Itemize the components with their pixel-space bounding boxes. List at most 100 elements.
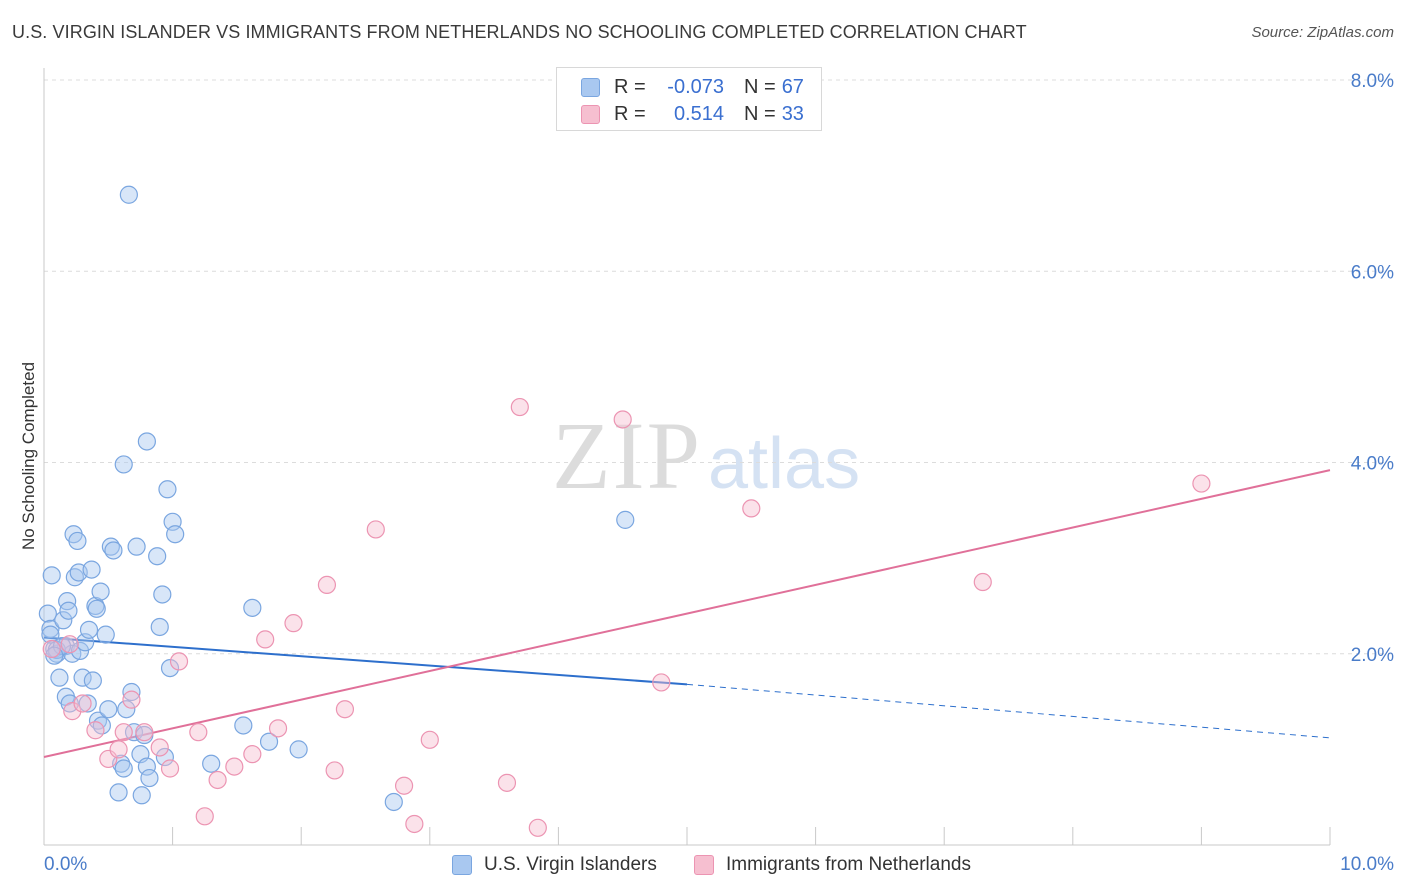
- legend-row-pink: R = 0.514 N = 33: [581, 101, 804, 127]
- point-netherlands: [268, 719, 288, 738]
- watermark-atlas: atlas: [708, 424, 861, 504]
- point-virgin-islanders: [137, 757, 156, 776]
- point-netherlands: [122, 690, 141, 709]
- point-virgin-islanders: [114, 455, 133, 474]
- source-label: Source: ZipAtlas.com: [1251, 24, 1394, 41]
- point-netherlands: [510, 397, 529, 417]
- point-virgin-islanders: [38, 604, 57, 623]
- point-virgin-islanders: [42, 566, 61, 585]
- point-netherlands: [613, 410, 632, 429]
- bottom-legend-label-blue: U.S. Virgin Islanders: [484, 854, 657, 875]
- point-virgin-islanders: [99, 700, 118, 719]
- trendlines: [43, 469, 1331, 759]
- trendline-netherlands: [43, 469, 1331, 759]
- y-tick-label: 6.0%: [1351, 262, 1394, 283]
- point-netherlands: [42, 639, 61, 659]
- chart-title: U.S. VIRGIN ISLANDER VS IMMIGRANTS FROM …: [12, 22, 1027, 42]
- grid: [44, 79, 1395, 655]
- legend-r-value: -0.073: [667, 75, 724, 98]
- point-virgin-islanders: [50, 668, 69, 687]
- point-virgin-islanders: [41, 619, 60, 638]
- point-netherlands: [973, 572, 992, 592]
- axes: [43, 68, 1331, 846]
- y-tick-label: 4.0%: [1351, 454, 1394, 475]
- legend-n-value: 67: [781, 75, 804, 98]
- point-netherlands: [394, 776, 414, 795]
- point-virgin-islanders: [616, 510, 635, 529]
- point-virgin-islanders: [122, 682, 141, 702]
- point-virgin-islanders: [119, 185, 138, 204]
- x-tick-label: 10.0%: [1340, 854, 1394, 875]
- data-points: [38, 185, 1211, 837]
- point-virgin-islanders: [54, 611, 73, 630]
- point-netherlands: [225, 757, 244, 776]
- point-netherlands: [195, 807, 214, 826]
- point-virgin-islanders: [124, 723, 144, 742]
- point-virgin-islanders: [83, 671, 102, 690]
- legend-swatch-pink: [581, 104, 600, 124]
- point-virgin-islanders: [78, 694, 97, 713]
- point-virgin-islanders: [140, 768, 159, 788]
- watermark: ZIPatlas: [552, 400, 860, 511]
- point-virgin-islanders: [82, 560, 101, 579]
- point-netherlands: [528, 818, 547, 837]
- y-tick-label: 2.0%: [1351, 645, 1394, 666]
- legend-n-value: 33: [781, 102, 804, 125]
- tick-labels: 2.0% 4.0% 6.0% 8.0% 0.0% 10.0%: [44, 71, 1394, 875]
- point-netherlands: [325, 761, 344, 780]
- point-netherlands: [317, 575, 337, 595]
- bottom-legend-blue: U.S. Virgin Islanders: [452, 852, 657, 878]
- point-virgin-islanders: [68, 531, 87, 551]
- bottom-legend-swatch-pink: [694, 855, 714, 875]
- point-netherlands: [243, 745, 262, 764]
- trendline-virgin-islanders: [43, 636, 688, 686]
- point-netherlands: [208, 770, 227, 790]
- point-virgin-islanders: [202, 754, 221, 773]
- bottom-legend-swatch-blue: [452, 855, 472, 875]
- point-virgin-islanders: [96, 625, 115, 644]
- point-netherlands: [652, 673, 671, 692]
- point-netherlands: [60, 635, 79, 654]
- point-virgin-islanders: [132, 786, 151, 805]
- point-virgin-islanders: [70, 641, 90, 660]
- point-netherlands: [284, 614, 303, 633]
- point-virgin-islanders: [259, 732, 279, 751]
- point-netherlands: [73, 694, 92, 713]
- point-netherlands: [135, 723, 154, 742]
- point-virgin-islanders: [114, 759, 133, 778]
- point-netherlands: [160, 759, 180, 778]
- point-virgin-islanders: [153, 585, 172, 604]
- point-virgin-islanders: [79, 620, 99, 639]
- legend-r-label: R =: [614, 102, 646, 125]
- point-virgin-islanders: [73, 668, 92, 687]
- point-netherlands: [86, 721, 105, 740]
- legend-r-value: 0.514: [673, 102, 724, 125]
- point-netherlands: [109, 740, 128, 759]
- legend-row-blue: R = -0.073 N = 67: [581, 74, 804, 100]
- point-virgin-islanders: [234, 716, 253, 735]
- point-netherlands: [420, 730, 439, 749]
- legend-r-label: R =: [614, 75, 646, 98]
- bottom-legend-pink: Immigrants from Netherlands: [694, 852, 971, 878]
- point-netherlands: [742, 499, 761, 518]
- point-virgin-islanders: [158, 480, 177, 499]
- point-virgin-islanders: [91, 582, 110, 601]
- point-netherlands: [63, 702, 82, 721]
- point-virgin-islanders: [150, 617, 169, 637]
- point-virgin-islanders: [148, 547, 167, 566]
- bottom-legend-label-pink: Immigrants from Netherlands: [726, 854, 971, 875]
- y-tick-label: 8.0%: [1351, 71, 1394, 92]
- point-virgin-islanders: [41, 625, 60, 644]
- point-virgin-islanders: [104, 541, 123, 560]
- point-virgin-islanders: [127, 537, 146, 556]
- point-netherlands: [405, 814, 424, 834]
- point-virgin-islanders: [289, 740, 308, 759]
- point-netherlands: [189, 723, 208, 742]
- trendline-virgin-islanders-dashed: [686, 683, 1331, 739]
- point-netherlands: [335, 700, 355, 719]
- legend-n-label: N =: [744, 75, 776, 98]
- watermark-zip: ZIP: [552, 402, 702, 509]
- point-virgin-islanders: [87, 599, 106, 618]
- point-virgin-islanders: [243, 598, 262, 617]
